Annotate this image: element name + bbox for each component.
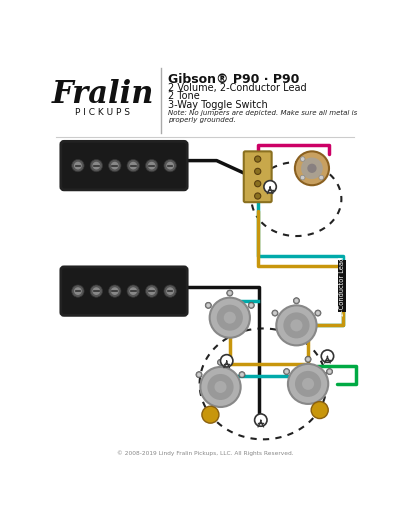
FancyBboxPatch shape bbox=[61, 141, 187, 190]
Circle shape bbox=[148, 162, 156, 170]
Circle shape bbox=[90, 159, 102, 172]
Circle shape bbox=[321, 350, 334, 362]
Circle shape bbox=[272, 310, 278, 316]
Circle shape bbox=[74, 162, 82, 170]
Circle shape bbox=[248, 302, 254, 309]
FancyBboxPatch shape bbox=[338, 260, 346, 312]
Circle shape bbox=[74, 287, 82, 295]
Circle shape bbox=[129, 287, 137, 295]
Circle shape bbox=[220, 355, 233, 367]
Circle shape bbox=[295, 151, 329, 185]
Circle shape bbox=[295, 371, 321, 397]
Circle shape bbox=[255, 193, 261, 199]
Circle shape bbox=[285, 370, 288, 373]
Circle shape bbox=[255, 156, 261, 162]
Circle shape bbox=[108, 285, 121, 297]
Circle shape bbox=[127, 159, 140, 172]
Circle shape bbox=[218, 360, 222, 364]
Circle shape bbox=[164, 159, 176, 172]
Circle shape bbox=[92, 162, 100, 170]
Circle shape bbox=[328, 370, 332, 373]
Circle shape bbox=[92, 287, 100, 295]
Circle shape bbox=[202, 406, 219, 423]
Circle shape bbox=[255, 169, 261, 174]
Circle shape bbox=[255, 180, 261, 187]
Circle shape bbox=[302, 378, 314, 390]
Circle shape bbox=[197, 373, 201, 376]
Circle shape bbox=[111, 287, 119, 295]
Text: Gibson® P90 · P90: Gibson® P90 · P90 bbox=[168, 73, 299, 86]
Circle shape bbox=[210, 298, 250, 338]
Text: Note: No jumpers are depicted. Make sure all metal is
properly grounded.: Note: No jumpers are depicted. Make sure… bbox=[168, 110, 357, 123]
Circle shape bbox=[273, 311, 277, 315]
Circle shape bbox=[148, 287, 156, 295]
Circle shape bbox=[206, 303, 210, 307]
Circle shape bbox=[217, 305, 243, 331]
Circle shape bbox=[311, 402, 328, 419]
FancyBboxPatch shape bbox=[244, 151, 272, 202]
FancyBboxPatch shape bbox=[61, 267, 187, 315]
Circle shape bbox=[239, 372, 245, 378]
Text: Fralin: Fralin bbox=[52, 79, 154, 110]
Circle shape bbox=[90, 285, 102, 297]
Circle shape bbox=[214, 381, 226, 393]
Circle shape bbox=[166, 162, 174, 170]
Circle shape bbox=[146, 159, 158, 172]
Circle shape bbox=[227, 290, 233, 296]
Circle shape bbox=[127, 285, 140, 297]
Circle shape bbox=[249, 303, 253, 307]
Circle shape bbox=[276, 306, 317, 345]
Circle shape bbox=[129, 162, 137, 170]
Circle shape bbox=[306, 357, 310, 361]
Circle shape bbox=[208, 374, 234, 400]
Circle shape bbox=[224, 312, 236, 324]
Circle shape bbox=[218, 359, 224, 366]
Text: 2 Tone: 2 Tone bbox=[168, 92, 200, 101]
Text: 2-Conductor Lead: 2-Conductor Lead bbox=[339, 256, 345, 316]
Circle shape bbox=[240, 373, 244, 376]
Circle shape bbox=[108, 159, 121, 172]
Circle shape bbox=[205, 302, 212, 309]
Circle shape bbox=[255, 414, 267, 426]
Circle shape bbox=[200, 367, 241, 407]
Circle shape bbox=[316, 311, 320, 315]
Circle shape bbox=[290, 320, 302, 331]
Circle shape bbox=[111, 162, 119, 170]
Circle shape bbox=[305, 356, 311, 362]
Circle shape bbox=[166, 287, 174, 295]
Text: P I C K U P S: P I C K U P S bbox=[75, 109, 130, 117]
Circle shape bbox=[228, 291, 232, 295]
Circle shape bbox=[293, 298, 300, 304]
Text: © 2008-2019 Lindy Fralin Pickups, LLC. All Rights Reserved.: © 2008-2019 Lindy Fralin Pickups, LLC. A… bbox=[117, 450, 293, 456]
Circle shape bbox=[283, 312, 310, 339]
Circle shape bbox=[326, 369, 333, 375]
Circle shape bbox=[264, 180, 276, 193]
Circle shape bbox=[300, 175, 305, 180]
Text: 3-Way Toggle Switch: 3-Way Toggle Switch bbox=[168, 100, 268, 110]
Circle shape bbox=[301, 158, 323, 179]
Circle shape bbox=[315, 310, 321, 316]
Circle shape bbox=[307, 164, 317, 173]
Text: 2 Volume, 2-Conductor Lead: 2 Volume, 2-Conductor Lead bbox=[168, 83, 306, 93]
Circle shape bbox=[284, 369, 290, 375]
Circle shape bbox=[294, 299, 298, 302]
Circle shape bbox=[288, 364, 328, 404]
Circle shape bbox=[300, 157, 305, 161]
Circle shape bbox=[72, 159, 84, 172]
Circle shape bbox=[146, 285, 158, 297]
Circle shape bbox=[72, 285, 84, 297]
Circle shape bbox=[319, 175, 324, 180]
Circle shape bbox=[164, 285, 176, 297]
Circle shape bbox=[196, 372, 202, 378]
